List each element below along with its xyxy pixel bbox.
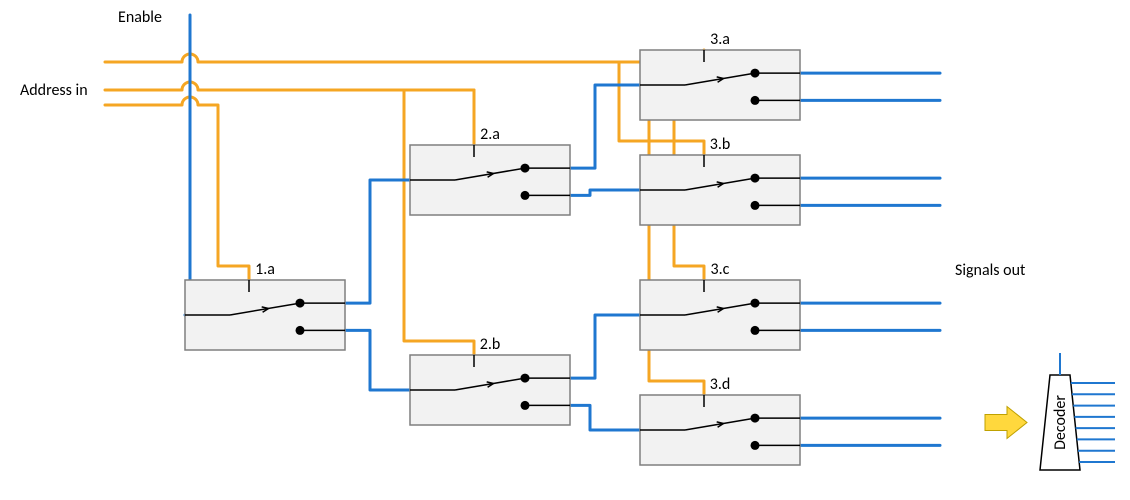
label-decoder: Decoder <box>1051 395 1070 450</box>
switch-label-s3a: 3.a <box>710 30 730 49</box>
switch-s3a: 3.a <box>640 30 800 120</box>
switch-s3d: 3.d <box>640 375 800 465</box>
switch-label-s2a: 2.a <box>480 125 500 144</box>
labels: Enable Address in Signals out <box>20 8 1026 280</box>
label-signals-out: Signals out <box>955 261 1026 280</box>
switch-label-s3d: 3.d <box>710 375 731 394</box>
arrow-icon <box>985 407 1027 439</box>
switch-label-s2b: 2.b <box>480 335 501 354</box>
switch-s2b: 2.b <box>410 335 570 425</box>
switch-label-s3c: 3.c <box>711 260 730 279</box>
label-enable: Enable <box>118 8 162 27</box>
switch-boxes: 1.a 2.a 2.b 3.a 3.b 3.c 3.d <box>185 30 800 465</box>
switch-s1a: 1.a <box>185 260 345 350</box>
decoder-icon: Decoder <box>985 353 1115 470</box>
label-address-in: Address in <box>20 81 88 100</box>
switch-label-s3b: 3.b <box>710 135 731 154</box>
switch-label-s1a: 1.a <box>255 260 275 279</box>
switch-s3b: 3.b <box>640 135 800 225</box>
switch-s2a: 2.a <box>410 125 570 215</box>
switch-s3c: 3.c <box>640 260 800 350</box>
